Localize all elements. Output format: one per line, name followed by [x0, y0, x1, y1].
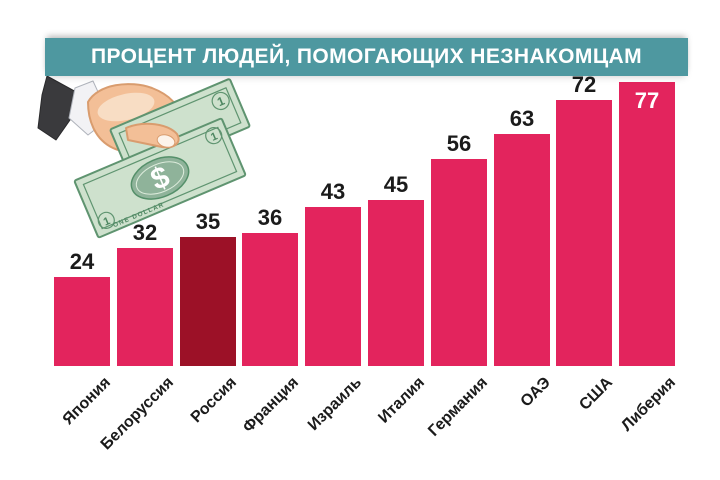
bar-value-label: 43 — [320, 179, 346, 204]
bar-value-label: 32 — [132, 220, 158, 245]
bill-denomination: 1 — [102, 215, 112, 228]
bar-value-label: 72 — [571, 72, 597, 97]
bar — [305, 207, 361, 366]
palm-highlight — [97, 92, 155, 122]
bar — [117, 248, 173, 366]
bar-value-label: 35 — [195, 209, 221, 234]
bar-value-label: 36 — [257, 205, 283, 230]
bar — [242, 233, 298, 366]
bar — [494, 134, 550, 366]
dollar-bill-front: $ 1 1 ONE DOLLAR — [73, 117, 247, 239]
title-banner: ПРОЦЕНТ ЛЮДЕЙ, ПОМОГАЮЩИХ НЕЗНАКОМЦАМ — [45, 38, 688, 76]
bar — [556, 100, 612, 366]
bar — [431, 159, 487, 366]
money-hand-illustration: 1 ONE DOLLAR $ 1 1 ONE DOLLAR — [30, 66, 270, 240]
bar — [368, 200, 424, 366]
bill-denomination: 1 — [215, 94, 227, 110]
bar — [619, 82, 675, 366]
bar-value-label: 77 — [634, 88, 660, 113]
money-hand-svg: 1 ONE DOLLAR $ 1 1 ONE DOLLAR — [37, 75, 251, 239]
chart-title: ПРОЦЕНТ ЛЮДЕЙ, ПОМОГАЮЩИХ НЕЗНАКОМЦАМ — [90, 45, 643, 68]
bar — [180, 237, 236, 366]
bar-value-label: 63 — [509, 106, 535, 131]
bar-value-label: 45 — [383, 172, 409, 197]
bar-value-label: 24 — [69, 249, 95, 274]
bill-denomination: 1 — [209, 130, 219, 143]
fingernail — [156, 134, 176, 148]
bar-value-label: 56 — [446, 131, 472, 156]
bar — [54, 277, 110, 366]
